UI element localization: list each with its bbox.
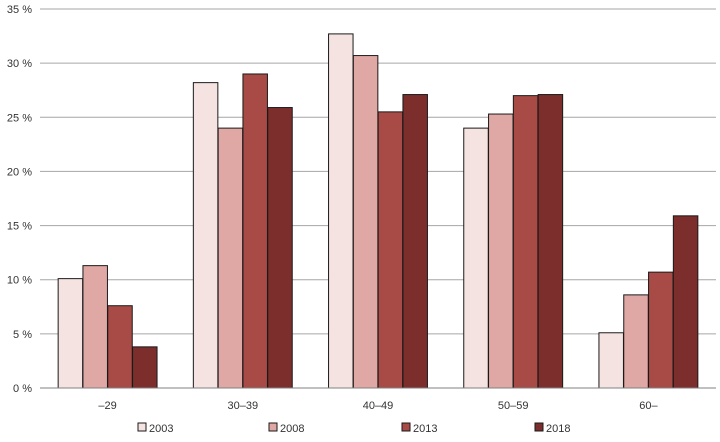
legend-swatch-2018 bbox=[534, 422, 544, 432]
bar-2018-1 bbox=[267, 107, 293, 389]
legend-swatch-2008 bbox=[268, 422, 278, 432]
y-tick-label: 20 % bbox=[7, 166, 32, 178]
y-tick-label: 5 % bbox=[13, 329, 32, 341]
legend-label-2018: 2018 bbox=[546, 423, 570, 435]
y-axis-tick-labels: 0 % 5 % 10 % 15 % 20 % 25 % 30 % 35 % bbox=[7, 4, 32, 395]
y-tick-label: 30 % bbox=[7, 58, 32, 70]
bar-2003-1 bbox=[192, 82, 219, 389]
legend-swatch-2003 bbox=[137, 422, 147, 432]
bars bbox=[57, 33, 699, 389]
legend-label-2003: 2003 bbox=[149, 423, 173, 435]
bar-2003-0 bbox=[57, 278, 84, 389]
y-tick-label: 15 % bbox=[7, 221, 32, 233]
bar-2008-1 bbox=[217, 127, 244, 389]
bar-2008-3 bbox=[488, 113, 514, 389]
legend-label-2013: 2013 bbox=[413, 423, 437, 435]
bar-2018-4 bbox=[672, 215, 699, 389]
bar-2018-2 bbox=[402, 94, 428, 389]
bar-2013-3 bbox=[512, 95, 539, 389]
x-tick-label: 60– bbox=[639, 400, 658, 412]
bar-2013-2 bbox=[377, 111, 404, 389]
y-tick-label: 10 % bbox=[7, 275, 32, 287]
bar-2013-1 bbox=[242, 73, 268, 389]
legend-swatch-2013 bbox=[401, 422, 411, 432]
bar-2013-4 bbox=[648, 271, 674, 389]
bar-2008-2 bbox=[352, 55, 379, 389]
bar-2003-2 bbox=[328, 33, 354, 389]
x-tick-label: –29 bbox=[98, 400, 116, 412]
x-tick-label: 30–39 bbox=[228, 400, 259, 412]
bar-2008-0 bbox=[82, 265, 108, 389]
bar-2003-3 bbox=[463, 127, 489, 389]
x-tick-label: 50–59 bbox=[498, 400, 529, 412]
y-tick-label: 25 % bbox=[7, 112, 32, 124]
bar-2003-4 bbox=[598, 332, 624, 389]
y-tick-label: 35 % bbox=[7, 4, 32, 16]
legend: 2003 2008 2013 2018 bbox=[137, 422, 570, 435]
bar-2013-0 bbox=[107, 305, 133, 389]
bar-2008-4 bbox=[623, 294, 649, 389]
x-axis-tick-labels: –29 30–39 40–49 50–59 60– bbox=[98, 400, 658, 412]
legend-label-2008: 2008 bbox=[280, 423, 304, 435]
x-tick-label: 40–49 bbox=[363, 400, 394, 412]
y-tick-label: 0 % bbox=[13, 383, 32, 395]
bar-2018-3 bbox=[537, 94, 564, 389]
bar-2018-0 bbox=[132, 346, 158, 389]
